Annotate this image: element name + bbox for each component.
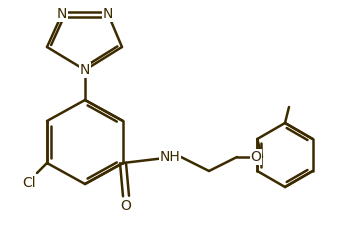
Text: N: N — [57, 7, 67, 21]
Text: NH: NH — [160, 150, 181, 164]
Text: N: N — [103, 7, 113, 21]
Text: O: O — [251, 150, 262, 164]
Text: O: O — [121, 199, 131, 213]
Text: Cl: Cl — [22, 176, 36, 190]
Text: N: N — [80, 63, 90, 77]
